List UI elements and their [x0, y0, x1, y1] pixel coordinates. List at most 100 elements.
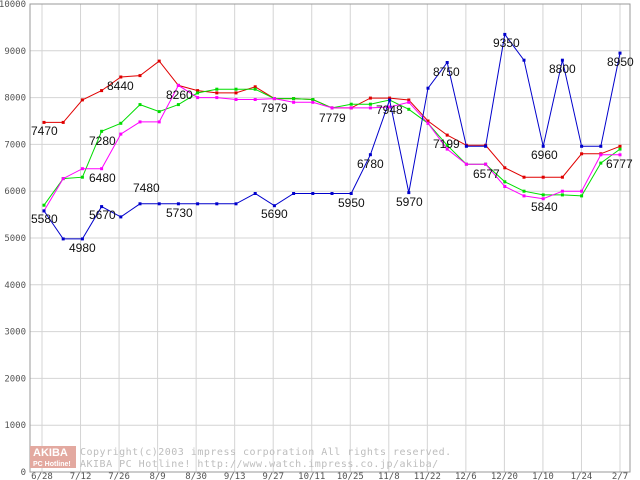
x-tick-label: 1/10: [532, 472, 554, 480]
data-point: [560, 175, 564, 179]
data-point: [349, 106, 353, 110]
data-point: [618, 51, 622, 55]
data-label: 6480: [89, 171, 116, 185]
data-point: [157, 120, 161, 124]
data-point: [80, 175, 84, 179]
data-point: [253, 85, 257, 89]
data-label: 7979: [261, 101, 288, 115]
data-point: [100, 205, 104, 209]
data-point: [196, 96, 200, 100]
data-label: 6577: [473, 167, 500, 181]
data-point: [560, 58, 564, 62]
data-point: [80, 167, 84, 171]
data-point: [80, 237, 84, 241]
data-point: [599, 144, 603, 148]
data-point: [522, 194, 526, 198]
x-tick-label: 9/27: [262, 472, 284, 480]
data-point: [560, 193, 564, 197]
data-point: [464, 162, 468, 166]
data-point: [61, 120, 65, 124]
data-point: [349, 102, 353, 106]
data-point: [618, 147, 622, 151]
data-point: [580, 189, 584, 193]
x-tick-label: 11/8: [378, 472, 400, 480]
data-point: [61, 237, 65, 241]
data-point: [426, 121, 430, 125]
y-tick-label: 5000: [4, 234, 26, 244]
y-tick-label: 6000: [4, 187, 26, 197]
data-point: [426, 86, 430, 90]
data-point: [119, 215, 123, 219]
data-point: [196, 91, 200, 95]
data-point: [522, 175, 526, 179]
data-point: [138, 202, 142, 206]
data-point: [157, 59, 161, 63]
data-label: 7280: [89, 134, 116, 148]
watermark-logo-top: AKIBA: [33, 447, 68, 459]
data-point: [484, 144, 488, 148]
data-point: [157, 110, 161, 114]
data-point: [560, 189, 564, 193]
data-point: [503, 166, 507, 170]
data-point: [138, 74, 142, 78]
data-point: [349, 192, 353, 195]
series-3: [42, 83, 622, 213]
data-point: [522, 58, 526, 62]
data-point: [407, 100, 411, 104]
data-point: [388, 98, 392, 102]
y-tick-label: 4000: [4, 281, 26, 291]
x-tick-label: 10/11: [298, 472, 325, 480]
data-label: 5970: [396, 195, 423, 209]
data-point: [407, 191, 411, 195]
data-label: 4980: [69, 241, 96, 255]
data-point: [42, 203, 46, 207]
data-point: [445, 61, 449, 64]
y-tick-label: 7000: [4, 140, 26, 150]
data-point: [580, 152, 584, 156]
data-point: [580, 144, 584, 148]
data-point: [311, 100, 315, 104]
data-point: [388, 105, 392, 109]
series-4: [42, 32, 622, 241]
x-tick-label: 2/7: [612, 472, 628, 480]
watermark-line-1: Copyright(c)2003 impress corporation All…: [80, 447, 452, 458]
data-point: [272, 204, 276, 208]
data-point: [580, 194, 584, 198]
data-point: [272, 97, 276, 101]
data-point: [503, 32, 507, 36]
watermark-line-2: AKIBA PC Hotline! http://www.watch.impre…: [80, 459, 439, 470]
data-label: 5580: [31, 212, 58, 226]
data-point: [368, 96, 372, 100]
data-label: 8260: [166, 88, 193, 102]
data-point: [253, 192, 257, 195]
data-point: [119, 132, 123, 136]
data-point: [484, 162, 488, 166]
data-point: [541, 144, 545, 148]
data-label: 7948: [376, 103, 403, 117]
x-tick-label: 6/28: [31, 472, 53, 480]
data-label: 8750: [433, 65, 460, 79]
data-point: [157, 202, 161, 206]
data-point: [100, 129, 104, 133]
data-point: [599, 153, 603, 157]
y-tick-label: 0: [21, 468, 26, 478]
data-point: [292, 97, 296, 101]
data-point: [311, 98, 315, 101]
data-point: [407, 107, 411, 111]
data-point: [503, 180, 507, 184]
y-tick-label: 8000: [4, 94, 26, 104]
data-point: [234, 202, 238, 206]
data-point: [618, 153, 622, 157]
data-point: [234, 91, 238, 95]
data-point: [311, 192, 315, 195]
watermark-logo-bottom: PC Hotline!: [33, 461, 71, 468]
data-label: 7779: [319, 111, 346, 125]
data-point: [464, 144, 468, 148]
data-point: [100, 167, 104, 171]
data-point: [541, 193, 545, 197]
data-point: [368, 102, 372, 106]
data-point: [234, 87, 238, 91]
x-tick-label: 12/20: [491, 472, 518, 480]
data-point: [61, 177, 65, 181]
